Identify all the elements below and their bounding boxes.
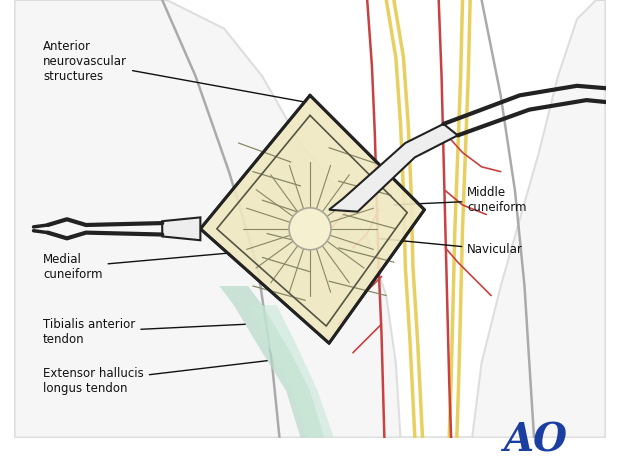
Text: AO: AO [503,421,567,459]
Text: Extensor hallucis
longus tendon: Extensor hallucis longus tendon [43,361,267,395]
Polygon shape [329,124,458,212]
Circle shape [289,208,331,250]
Polygon shape [248,305,334,437]
Text: Medial
cuneiform: Medial cuneiform [43,253,231,281]
Text: Navicular: Navicular [379,239,523,256]
Polygon shape [200,95,425,343]
Polygon shape [162,218,200,240]
Polygon shape [14,0,606,437]
Text: Middle
cuneiform: Middle cuneiform [394,186,527,214]
Polygon shape [219,286,324,437]
Text: Tibialis anterior
tendon: Tibialis anterior tendon [43,318,246,346]
Text: Anterior
neurovascular
structures: Anterior neurovascular structures [43,40,308,102]
